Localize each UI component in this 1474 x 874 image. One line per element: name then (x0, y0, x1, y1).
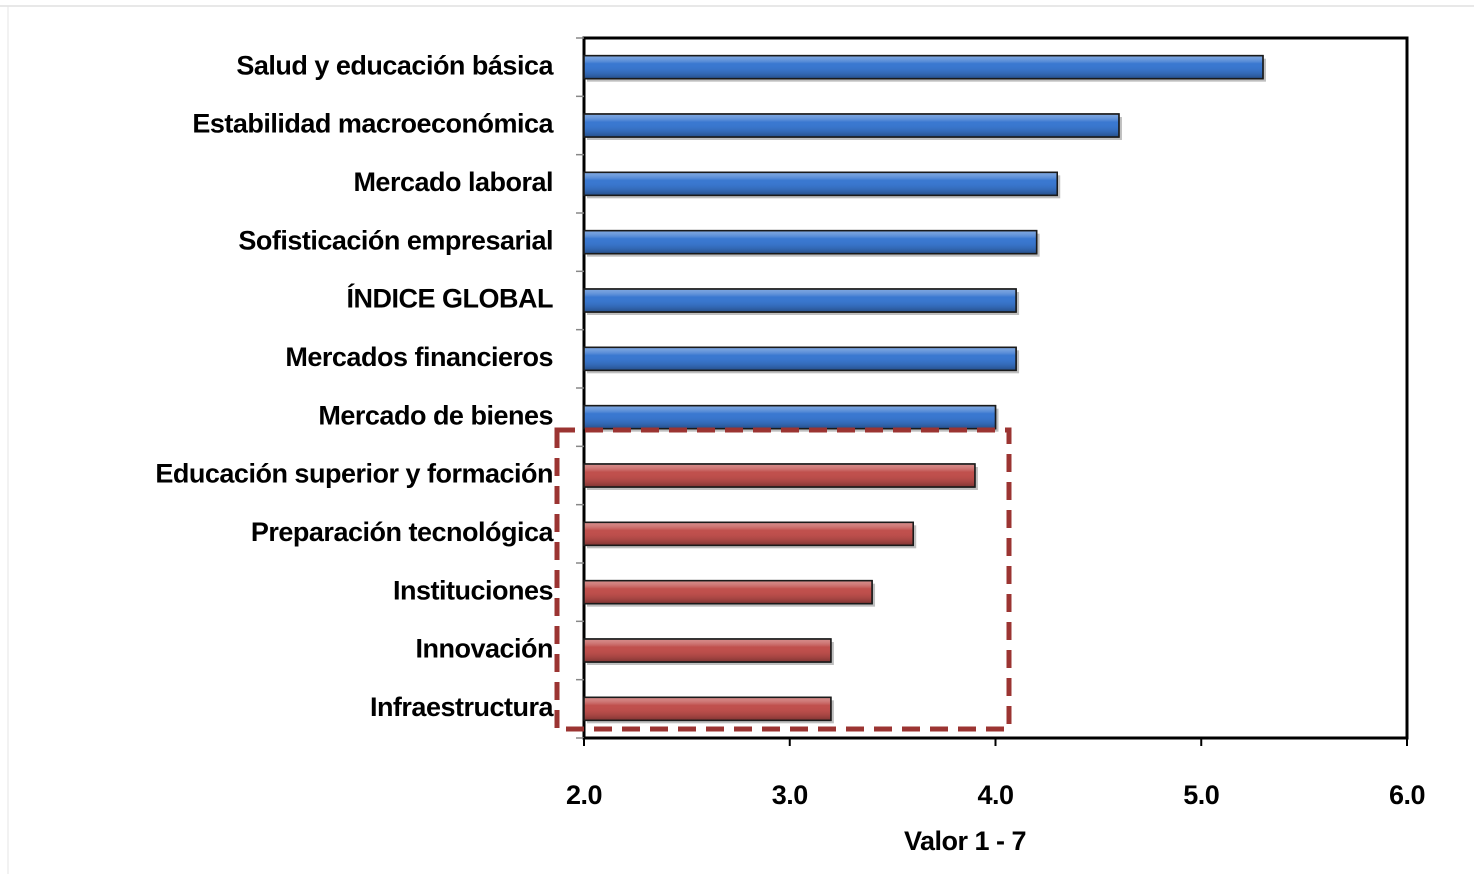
bar-shade (583, 171, 1058, 197)
bar-shade (583, 229, 1038, 255)
y-tick-label: Mercados financieros (285, 342, 553, 372)
x-tick-label: 5.0 (1183, 780, 1219, 810)
y-tick-label: ÍNDICE GLOBAL (347, 283, 554, 314)
y-tick-label: Mercado laboral (353, 167, 553, 197)
y-tick-label: Preparación tecnológica (251, 517, 555, 547)
bar-shade (583, 288, 1017, 313)
bar-shade (583, 696, 832, 722)
y-tick-label: Educación superior y formación (155, 459, 553, 489)
x-tick-label: 3.0 (772, 780, 808, 810)
bar-shade (583, 113, 1120, 138)
bar-shade (583, 579, 873, 605)
y-tick-label: Mercado de bienes (318, 400, 553, 430)
bar-shade (583, 404, 997, 430)
y-tick-label: Salud y educación básica (236, 50, 554, 80)
highlight-box (554, 427, 1012, 732)
x-tick-label: 6.0 (1389, 780, 1425, 810)
y-tick-label: Innovación (415, 634, 553, 664)
y-tick-label: Infraestructura (370, 692, 555, 722)
bar-shade (583, 346, 1017, 372)
bar-shade (583, 54, 1264, 80)
y-tick-label: Estabilidad macroeconómica (192, 109, 554, 139)
bar-shade (583, 521, 914, 547)
y-tick-label: Instituciones (393, 575, 553, 605)
bar-shade (583, 638, 832, 663)
y-tick-label: Sofisticación empresarial (238, 225, 553, 255)
bar-shade (583, 463, 976, 488)
x-tick-label: 4.0 (977, 780, 1013, 810)
x-tick-label: 2.0 (566, 780, 602, 810)
plot-frame (582, 36, 1409, 740)
x-axis-label: Valor 1 - 7 (904, 826, 1026, 856)
